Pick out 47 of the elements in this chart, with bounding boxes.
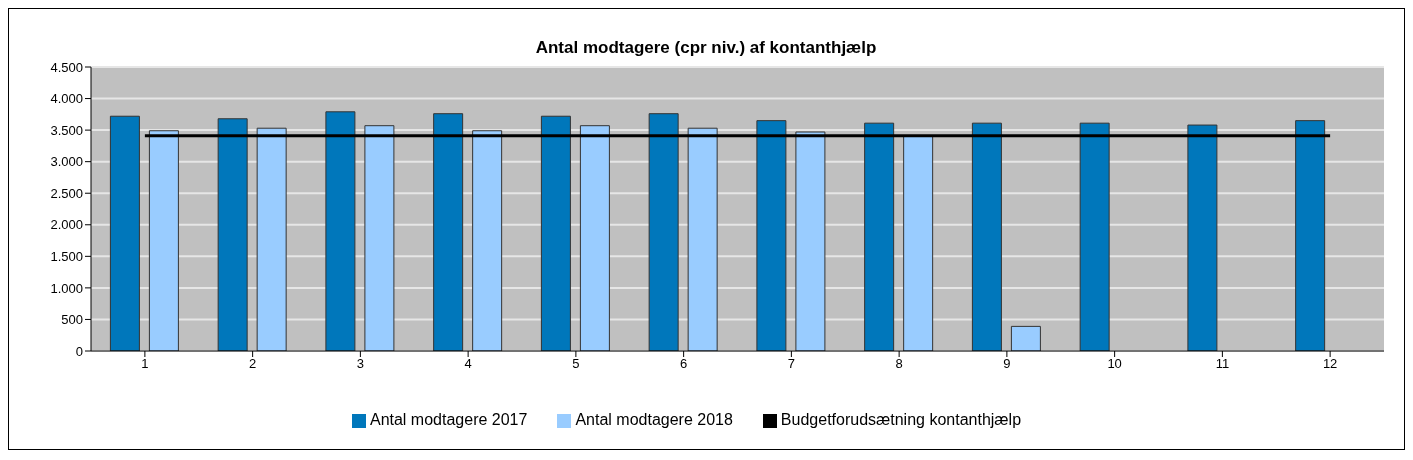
bar [364, 125, 395, 351]
bar [648, 113, 679, 351]
x-tick-label: 1 [141, 356, 149, 372]
x-tick-label: 8 [895, 356, 903, 372]
bar [971, 122, 1002, 351]
x-tick-label: 10 [1107, 356, 1122, 372]
bar [256, 127, 287, 351]
bar [903, 135, 934, 351]
y-tick-label: 1.000 [50, 280, 83, 296]
legend-label: Antal modtagere 2018 [575, 411, 733, 428]
bar [687, 127, 718, 351]
x-tick-label: 3 [356, 356, 364, 372]
y-tick-label: 500 [61, 312, 83, 328]
legend-label: Budgetforudsætning kontanthjælp [780, 411, 1022, 428]
x-tick-label: 5 [572, 356, 580, 372]
bar [1295, 120, 1326, 351]
bar [795, 131, 826, 351]
y-tick-label: 1.500 [50, 248, 83, 264]
x-tick-label: 6 [680, 356, 688, 372]
bar [579, 125, 610, 351]
bar [1187, 124, 1218, 351]
y-tick-label: 0 [75, 343, 83, 359]
y-tick-label: 2.000 [50, 217, 83, 233]
bar [433, 113, 464, 351]
x-tick-label: 12 [1322, 356, 1338, 372]
legend-label: Antal modtagere 2017 [369, 411, 528, 428]
bar [472, 130, 503, 351]
x-tick-label: 11 [1215, 356, 1230, 372]
y-tick-label: 3.500 [50, 122, 83, 138]
bar [1010, 325, 1041, 351]
y-tick-label: 3.000 [50, 154, 83, 170]
bar [756, 120, 787, 351]
x-tick-label: 4 [464, 356, 472, 372]
x-tick-label: 2 [249, 356, 257, 372]
x-tick-label: 7 [787, 356, 795, 372]
bar [540, 115, 571, 351]
bar [325, 111, 356, 351]
chart-title: Antal modtagere (cpr niv.) af kontanthjælp [535, 38, 877, 57]
bar [148, 130, 179, 351]
y-tick-label: 4.000 [50, 91, 83, 107]
bar [217, 118, 248, 351]
y-tick-label: 4.500 [50, 59, 83, 75]
bar [1079, 122, 1110, 351]
x-tick-label: 9 [1003, 356, 1011, 372]
bar [109, 115, 140, 351]
y-tick-label: 2.500 [50, 185, 83, 201]
bar [864, 122, 895, 351]
